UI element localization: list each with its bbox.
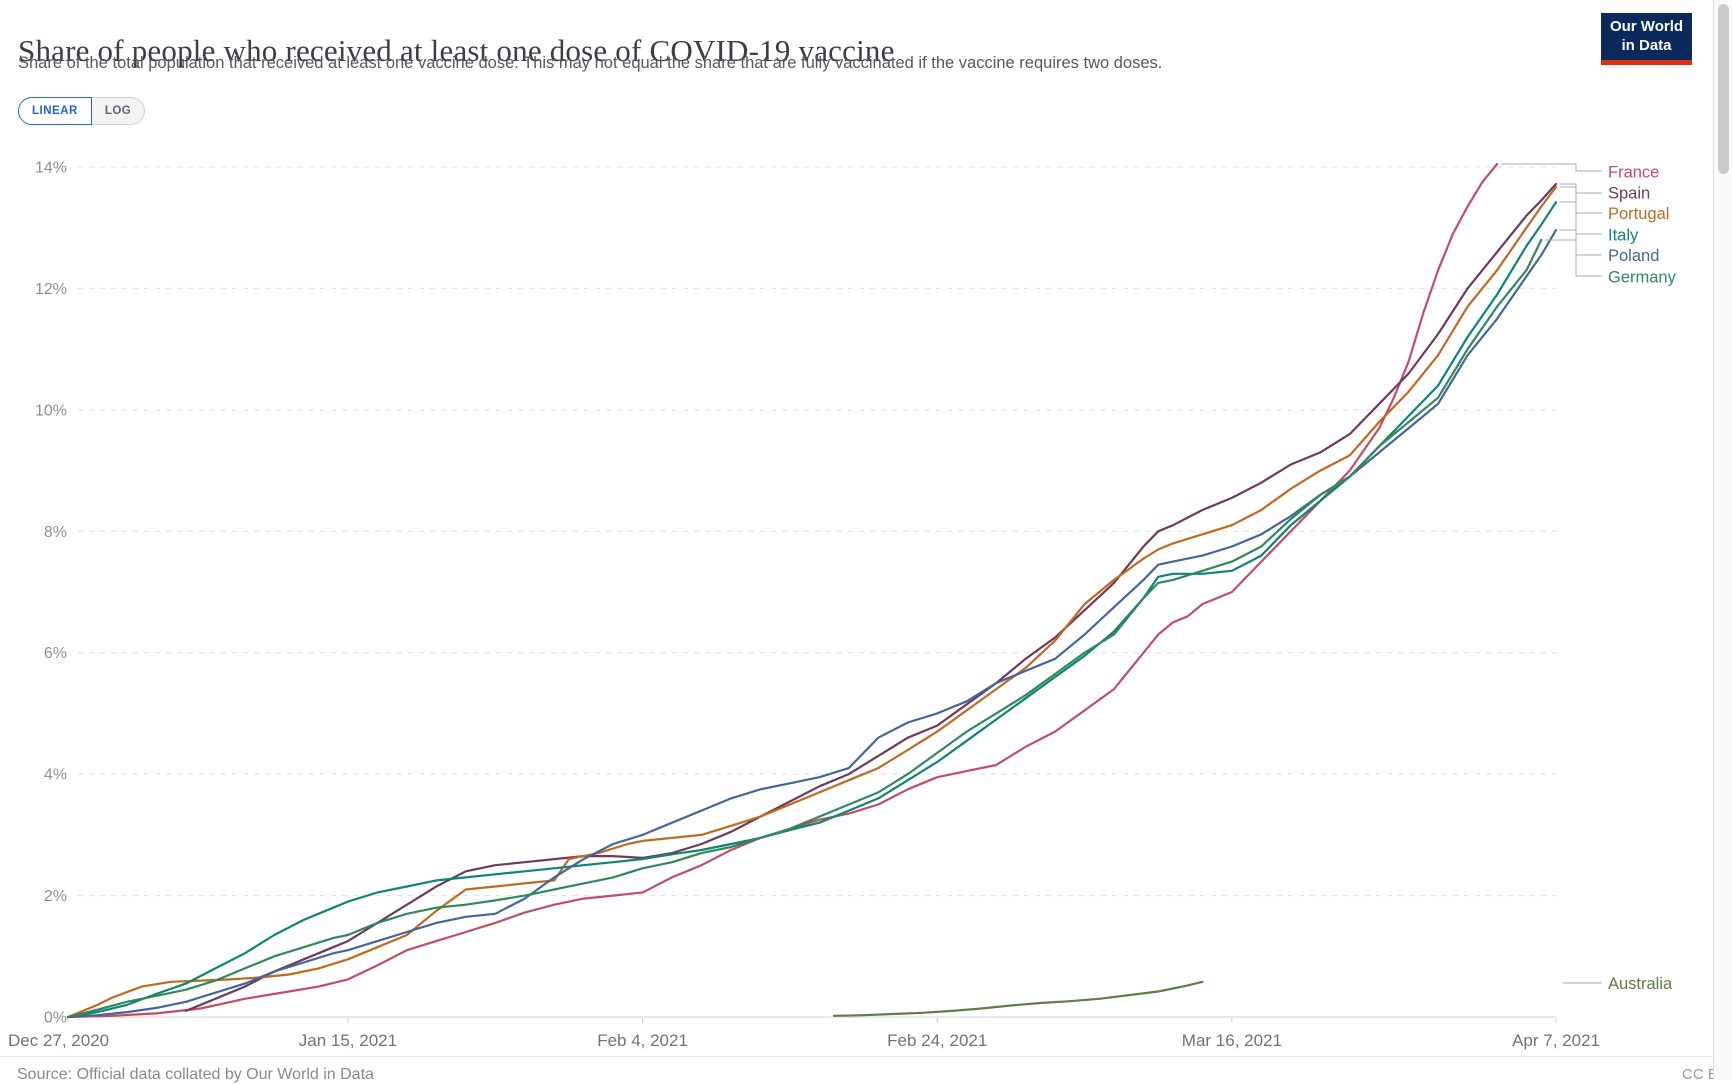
y-tick-label: 4% bbox=[44, 767, 67, 784]
x-tick-label: Mar 16, 2021 bbox=[1182, 1031, 1282, 1050]
x-tick-label: Feb 24, 2021 bbox=[887, 1031, 987, 1050]
legend-label-portugal[interactable]: Portugal bbox=[1608, 205, 1669, 223]
owid-logo-line2: in Data bbox=[1621, 37, 1672, 54]
legend-connector-italy bbox=[1560, 201, 1602, 235]
legend-connector-france bbox=[1501, 163, 1602, 172]
page-subtitle: Share of the total population that recei… bbox=[18, 54, 1163, 72]
y-tick-label: 12% bbox=[35, 281, 67, 298]
legend-connector-germany bbox=[1545, 239, 1602, 277]
line-portugal[interactable] bbox=[66, 185, 1558, 1019]
y-tick-label: 2% bbox=[44, 888, 67, 905]
line-australia[interactable] bbox=[832, 980, 1204, 1017]
y-tick-label: 14% bbox=[35, 160, 67, 177]
line-poland[interactable] bbox=[66, 229, 1558, 1019]
scrollbar-thumb[interactable] bbox=[1718, 4, 1729, 174]
linear-button[interactable]: LINEAR bbox=[18, 97, 92, 125]
legend-connector-portugal bbox=[1560, 186, 1602, 214]
legend-label-italy[interactable]: Italy bbox=[1608, 226, 1639, 244]
owid-logo-line1: Our World bbox=[1609, 18, 1684, 35]
x-tick-label: Apr 7, 2021 bbox=[1512, 1031, 1600, 1050]
legend-label-australia[interactable]: Australia bbox=[1608, 975, 1673, 993]
legend-connector-spain bbox=[1560, 183, 1602, 194]
source-note: Source: Official data collated by Our Wo… bbox=[17, 1066, 374, 1083]
footer-divider bbox=[0, 1056, 1732, 1057]
y-tick-label: 8% bbox=[44, 524, 67, 541]
legend-label-germany[interactable]: Germany bbox=[1608, 268, 1677, 286]
x-tick-label: Jan 15, 2021 bbox=[299, 1031, 397, 1050]
owid-logo[interactable]: Our World in Data bbox=[1601, 13, 1692, 65]
line-france[interactable] bbox=[66, 162, 1499, 1019]
y-tick-label: 0% bbox=[44, 1010, 67, 1027]
legend-label-france[interactable]: France bbox=[1608, 163, 1659, 181]
x-tick-label: Dec 27, 2020 bbox=[8, 1031, 109, 1050]
line-italy[interactable] bbox=[66, 201, 1558, 1019]
log-button[interactable]: LOG bbox=[91, 97, 146, 125]
y-tick-label: 6% bbox=[44, 645, 67, 662]
y-tick-label: 10% bbox=[35, 402, 67, 419]
line-spain[interactable] bbox=[184, 182, 1558, 1013]
scrollbar bbox=[1713, 0, 1732, 1080]
legend-label-spain[interactable]: Spain bbox=[1608, 185, 1650, 203]
page-title: Share of people who received at least on… bbox=[18, 32, 895, 68]
legend-label-poland[interactable]: Poland bbox=[1608, 247, 1659, 265]
x-tick-label: Feb 4, 2021 bbox=[597, 1031, 688, 1050]
line-germany[interactable] bbox=[66, 238, 1543, 1019]
scale-toggle: LINEAR LOG bbox=[18, 97, 146, 125]
